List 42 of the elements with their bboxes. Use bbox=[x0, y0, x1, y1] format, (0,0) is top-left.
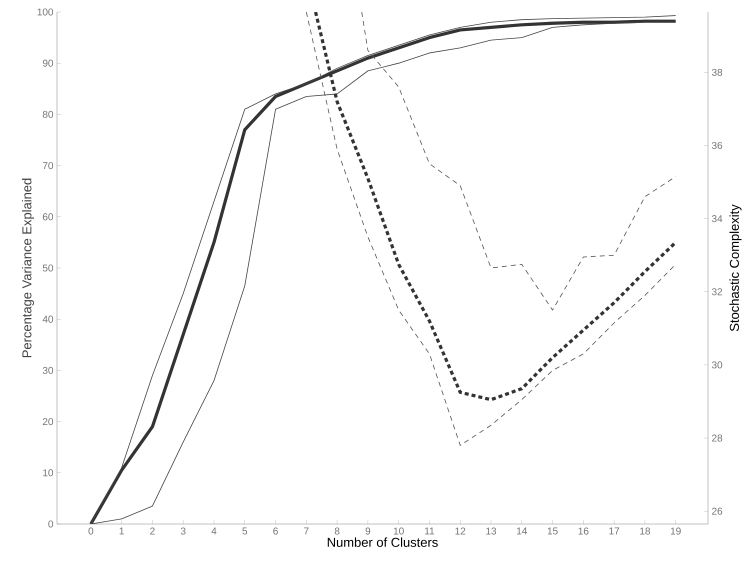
y2-tick-label: 30 bbox=[712, 361, 722, 368]
x-tick-label: 9 bbox=[366, 528, 370, 535]
x-tick-label: 13 bbox=[486, 528, 496, 535]
x-tick-label: 0 bbox=[88, 528, 94, 535]
y2-tick-label: 26 bbox=[712, 508, 722, 515]
y-tick-label: 30 bbox=[42, 366, 54, 374]
x-tick-label: 7 bbox=[304, 528, 309, 534]
x-tick-label: 2 bbox=[150, 528, 155, 534]
x-tick-label: 15 bbox=[548, 528, 558, 534]
x-tick-label: 8 bbox=[334, 528, 340, 535]
y-tick-label: 60 bbox=[42, 213, 54, 220]
x-axis-title: Number of Clusters bbox=[328, 537, 438, 547]
x-tick-label: 6 bbox=[273, 528, 278, 535]
y2-tick-label: 32 bbox=[712, 288, 722, 296]
y-axis-title: Percentage Variance Explained bbox=[22, 178, 34, 358]
y-tick-label: 100 bbox=[38, 8, 54, 16]
x-tick-label: 18 bbox=[640, 528, 650, 535]
line-series bbox=[361, 12, 676, 310]
x-tick-label: 14 bbox=[517, 528, 528, 534]
y-tick-label: 0 bbox=[48, 520, 54, 528]
y2-tick-label: 36 bbox=[712, 142, 722, 150]
x-tick-label: 16 bbox=[578, 528, 588, 535]
x-tick-label: 1 bbox=[120, 528, 124, 534]
x-tick-label: 3 bbox=[180, 528, 186, 535]
y-tick-label: 90 bbox=[42, 60, 54, 67]
y2-axis-title: Stochastic Complexity bbox=[729, 204, 742, 332]
y2-tick-label: 34 bbox=[712, 215, 722, 222]
x-tick-label: 10 bbox=[394, 528, 404, 535]
y-tick-label: 80 bbox=[42, 110, 54, 118]
x-tick-label: 4 bbox=[211, 528, 216, 534]
y-tick-label: 50 bbox=[42, 264, 54, 272]
y-tick-label: 70 bbox=[42, 162, 54, 170]
y-tick-label: 40 bbox=[42, 316, 54, 323]
x-tick-label: 11 bbox=[425, 528, 434, 534]
y-tick-label: 20 bbox=[42, 418, 54, 426]
x-tick-label: 12 bbox=[455, 528, 466, 534]
y2-tick-label: 28 bbox=[712, 434, 722, 442]
x-tick-label: 17 bbox=[609, 528, 620, 534]
y-tick-label: 10 bbox=[43, 469, 54, 476]
x-tick-label: 5 bbox=[242, 528, 248, 534]
x-tick-label: 19 bbox=[670, 528, 681, 535]
y2-tick-label: 38 bbox=[712, 68, 722, 76]
